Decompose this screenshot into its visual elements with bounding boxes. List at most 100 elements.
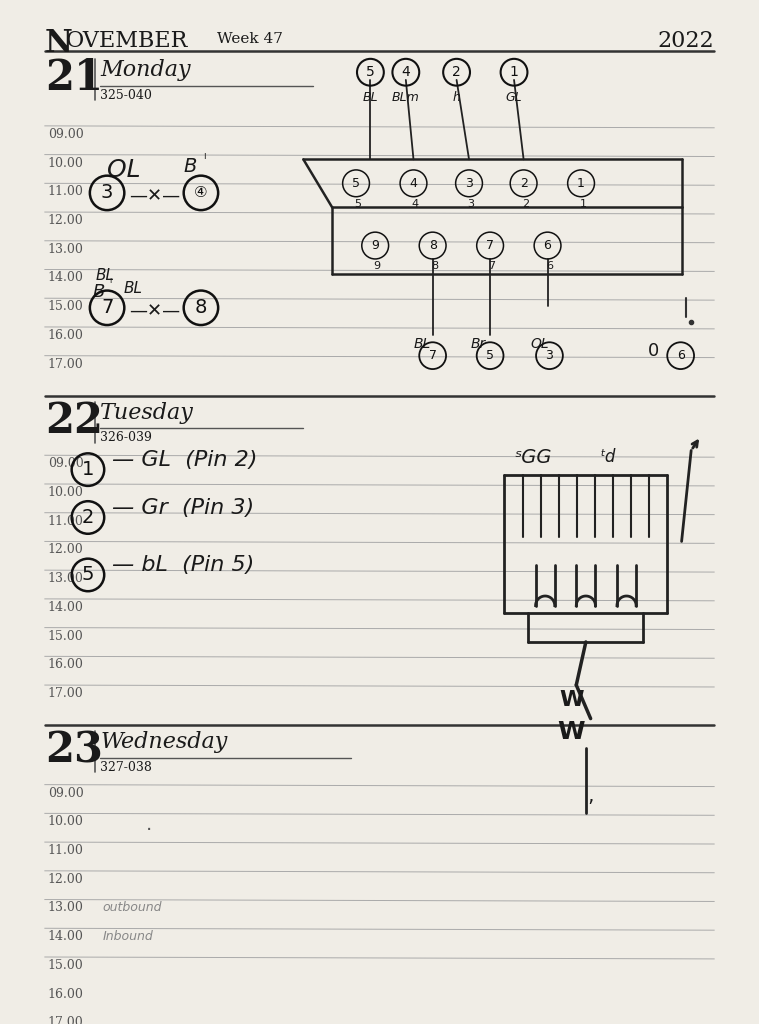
Text: 14.00: 14.00 [48, 271, 83, 285]
Text: BL: BL [363, 91, 378, 104]
Text: Week 47: Week 47 [217, 32, 283, 46]
Text: 327-038: 327-038 [100, 761, 153, 774]
Text: 15.00: 15.00 [48, 958, 83, 972]
Text: 1: 1 [579, 199, 587, 209]
Text: OVEMBER: OVEMBER [66, 30, 188, 52]
Text: 9: 9 [373, 261, 381, 271]
Text: BL: BL [96, 267, 115, 283]
Text: 3: 3 [465, 177, 473, 189]
Text: ④: ④ [194, 185, 208, 201]
Text: 325-040: 325-040 [100, 88, 153, 101]
Text: 14.00: 14.00 [48, 930, 83, 943]
Text: 5: 5 [82, 565, 94, 585]
Text: Monday: Monday [100, 58, 191, 81]
Text: ˡ: ˡ [109, 278, 111, 290]
Text: 12.00: 12.00 [48, 214, 83, 227]
Text: 6: 6 [677, 349, 685, 362]
Text: 1: 1 [509, 66, 518, 79]
Text: — bL  (Pin 5): — bL (Pin 5) [112, 555, 254, 575]
Text: 2: 2 [520, 177, 528, 189]
Text: 13.00: 13.00 [48, 572, 83, 585]
Text: BLm: BLm [392, 91, 420, 104]
Text: 16.00: 16.00 [48, 987, 83, 1000]
Text: 8: 8 [195, 298, 207, 317]
Text: 4: 4 [402, 66, 410, 79]
Text: 8: 8 [431, 261, 438, 271]
Text: ˡ: ˡ [203, 153, 205, 167]
Text: Br: Br [471, 337, 487, 350]
Text: 23: 23 [45, 729, 102, 771]
Text: .: . [146, 815, 152, 835]
Text: 7: 7 [486, 239, 494, 252]
Text: 17.00: 17.00 [48, 1017, 83, 1024]
Text: BL: BL [414, 337, 431, 350]
Text: 1: 1 [82, 460, 94, 479]
Text: 10.00: 10.00 [48, 157, 83, 170]
Text: — Gr  (Pin 3): — Gr (Pin 3) [112, 498, 254, 518]
Text: 2: 2 [452, 66, 461, 79]
Text: 10.00: 10.00 [48, 486, 83, 499]
Text: 12.00: 12.00 [48, 544, 83, 556]
Text: GL: GL [505, 91, 522, 104]
Text: W: W [558, 720, 585, 743]
Text: — GL  (Pin 2): — GL (Pin 2) [112, 450, 257, 470]
Text: 4: 4 [412, 199, 419, 209]
Text: 13.00: 13.00 [48, 243, 83, 256]
Text: BL: BL [124, 281, 143, 296]
Text: 7: 7 [101, 298, 113, 317]
Text: 09.00: 09.00 [48, 457, 83, 470]
Text: B: B [93, 283, 105, 301]
Text: 11.00: 11.00 [48, 844, 83, 857]
Text: Inbound: Inbound [102, 930, 153, 943]
Text: 3: 3 [468, 199, 474, 209]
Text: W: W [559, 690, 584, 710]
Text: N: N [45, 29, 73, 59]
Text: 15.00: 15.00 [48, 300, 83, 313]
Text: 17.00: 17.00 [48, 687, 83, 700]
Text: OL: OL [107, 159, 140, 182]
Text: 2022: 2022 [657, 30, 714, 52]
Text: 21: 21 [45, 57, 103, 99]
Text: 3: 3 [101, 183, 113, 203]
Text: 09.00: 09.00 [48, 786, 83, 800]
Text: 326-039: 326-039 [100, 431, 153, 444]
Text: 15.00: 15.00 [48, 630, 83, 642]
Text: —✕—: —✕— [129, 187, 180, 205]
Text: 09.00: 09.00 [48, 128, 83, 140]
Text: 5: 5 [352, 177, 360, 189]
Text: 1: 1 [577, 177, 585, 189]
Text: Wednesday: Wednesday [100, 731, 228, 753]
Text: 9: 9 [371, 239, 380, 252]
Text: 12.00: 12.00 [48, 872, 83, 886]
Text: 6: 6 [546, 261, 553, 271]
Text: 11.00: 11.00 [48, 515, 83, 527]
Text: 16.00: 16.00 [48, 658, 83, 672]
Text: 0: 0 [648, 342, 660, 360]
Text: 8: 8 [429, 239, 436, 252]
Text: h: h [452, 91, 461, 104]
Text: 4: 4 [410, 177, 417, 189]
Text: OL: OL [531, 337, 549, 350]
Text: 10.00: 10.00 [48, 815, 83, 828]
Text: Tuesday: Tuesday [100, 401, 194, 424]
Text: 17.00: 17.00 [48, 357, 83, 371]
Text: 22: 22 [45, 399, 103, 441]
Text: 6: 6 [543, 239, 552, 252]
Text: 2: 2 [522, 199, 529, 209]
Text: 11.00: 11.00 [48, 185, 83, 199]
Text: 5: 5 [354, 199, 361, 209]
Text: 7: 7 [489, 261, 496, 271]
Text: 7: 7 [429, 349, 436, 362]
Text: 5: 5 [486, 349, 494, 362]
Text: ʼ: ʼ [587, 799, 594, 818]
Text: 5: 5 [366, 66, 375, 79]
Text: 2: 2 [82, 508, 94, 527]
Text: outbound: outbound [102, 901, 162, 914]
Text: ˢGG: ˢGG [514, 447, 552, 467]
Text: B: B [184, 157, 197, 175]
Text: 16.00: 16.00 [48, 329, 83, 342]
Text: 13.00: 13.00 [48, 901, 83, 914]
Text: ᵗd: ᵗd [600, 447, 616, 466]
Text: 3: 3 [546, 349, 553, 362]
Text: 14.00: 14.00 [48, 601, 83, 613]
